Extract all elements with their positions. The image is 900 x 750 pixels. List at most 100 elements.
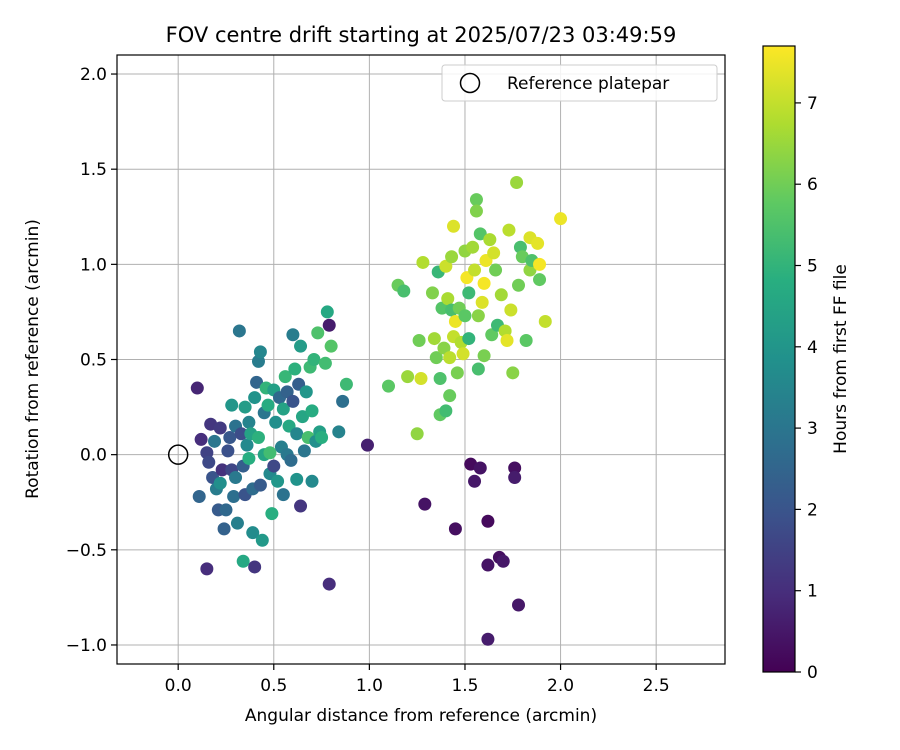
scatter-point-81 (311, 326, 325, 340)
scatter-point-31 (242, 451, 256, 465)
scatter-point-87 (322, 577, 336, 591)
scatter-point-41 (253, 345, 267, 359)
legend-box (441, 64, 718, 102)
x-axis-label: Angular distance from reference (arcmin) (245, 706, 597, 726)
colorbar-tick-label-7: 7 (807, 94, 818, 114)
scatter-point-15 (219, 503, 233, 517)
scatter-point-175 (554, 212, 568, 226)
scatter-point-101 (418, 497, 432, 511)
scatter-point-8 (208, 434, 222, 448)
scatter-point-135 (469, 204, 483, 218)
scatter-point-141 (477, 276, 491, 290)
scatter-point-163 (512, 278, 526, 292)
scatter-point-145 (481, 558, 495, 572)
colorbar-tick-label-6: 6 (807, 175, 818, 195)
scatter-point-68 (290, 472, 304, 486)
scatter-point-18 (225, 398, 239, 412)
scatter-point-25 (234, 427, 248, 441)
scatter-point-110 (439, 259, 453, 273)
scatter-point-70 (294, 339, 308, 353)
scatter-point-57 (276, 402, 290, 416)
scatter-point-148 (485, 328, 499, 342)
scatter-point-97 (410, 427, 424, 441)
scatter-point-93 (381, 379, 395, 393)
scatter-point-162 (510, 176, 524, 190)
scatter-point-154 (496, 554, 510, 568)
scatter-point-14 (217, 522, 231, 536)
legend-open-circle-icon (459, 72, 481, 94)
scatter-point-129 (462, 332, 476, 346)
scatter-point-133 (468, 474, 482, 488)
scatter-point-104 (429, 351, 443, 365)
x-tick-label-4: 2.0 (547, 676, 574, 696)
scatter-point-35 (246, 526, 260, 540)
scatter-point-27 (236, 554, 250, 568)
scatter-point-134 (469, 193, 483, 207)
colorbar-tick-label-5: 5 (807, 257, 818, 277)
scatter-point-109 (437, 341, 451, 355)
scatter-point-79 (307, 353, 321, 366)
scatter-point-71 (294, 499, 308, 513)
scatter-point-66 (288, 362, 302, 376)
scatter-point-52 (267, 459, 281, 473)
scatter-point-30 (240, 438, 254, 452)
scatter-point-147 (483, 233, 497, 247)
y-tick-label-6: 2.0 (80, 65, 107, 85)
scatter-point-38 (250, 375, 264, 389)
chart-title: FOV centre drift starting at 2025/07/23 … (166, 23, 677, 47)
scatter-point-95 (397, 284, 411, 298)
scatter-point-120 (448, 522, 462, 536)
scatter-point-73 (297, 444, 311, 458)
scatter-point-140 (475, 295, 489, 309)
scatter-point-0 (190, 381, 204, 395)
x-axis-ticks: 0.0 0.5 1.0 1.5 2.0 2.5 (165, 664, 670, 696)
scatter-point-77 (305, 474, 319, 488)
scatter-point-43 (255, 533, 269, 547)
colorbar-tick-label-3: 3 (807, 419, 818, 439)
scatter-point-59 (278, 370, 292, 384)
scatter-point-153 (494, 288, 508, 302)
scatter-point-23 (230, 516, 244, 530)
legend: Reference platepar (441, 64, 718, 102)
legend-label: Reference platepar (507, 74, 669, 94)
scatter-point-111 (439, 404, 453, 418)
y-tick-label-0: −1.0 (66, 636, 107, 656)
scatter-point-118 (447, 219, 461, 233)
scatter-point-106 (433, 372, 447, 386)
scatter-point-160 (508, 461, 522, 475)
scatter-point-90 (336, 394, 350, 408)
scatter-point-131 (466, 240, 480, 254)
scatter-point-114 (443, 389, 457, 403)
scatter-point-173 (533, 273, 547, 287)
scatter-point-156 (500, 333, 514, 347)
scatter-point-83 (315, 431, 329, 445)
scatter-point-113 (443, 351, 457, 365)
scatter-point-50 (265, 507, 279, 521)
scatter-point-36 (248, 560, 262, 574)
scatter-point-5 (202, 455, 216, 469)
scatter-point-172 (533, 257, 547, 271)
scatter-point-121 (450, 366, 464, 380)
x-tick-label-0: 0.0 (165, 676, 192, 696)
scatter-point-13 (215, 463, 229, 477)
colorbar: 0 1 2 3 4 5 6 7 Hours from first FF file (762, 45, 851, 683)
scatter-point-49 (263, 446, 277, 460)
y-tick-label-4: 1.0 (80, 255, 107, 275)
scatter-point-20 (227, 490, 241, 504)
scatter-point-150 (489, 263, 503, 277)
scatter-point-60 (280, 385, 294, 399)
scatter-point-164 (512, 598, 526, 612)
scatter-point-158 (504, 303, 518, 317)
scatter-point-146 (481, 632, 495, 646)
y-tick-label-3: 0.5 (80, 351, 107, 371)
scatter-point-1 (194, 432, 208, 446)
scatter-point-67 (290, 427, 304, 441)
scatter-point-88 (324, 339, 338, 353)
scatter-point-7 (192, 490, 206, 504)
scatter-point-74 (299, 385, 313, 399)
scatter-point-136 (471, 362, 485, 376)
scatter-point-98 (412, 333, 426, 347)
scatter-point-37 (248, 391, 262, 405)
scatter-point-159 (506, 366, 520, 380)
scatter-point-174 (538, 314, 552, 328)
